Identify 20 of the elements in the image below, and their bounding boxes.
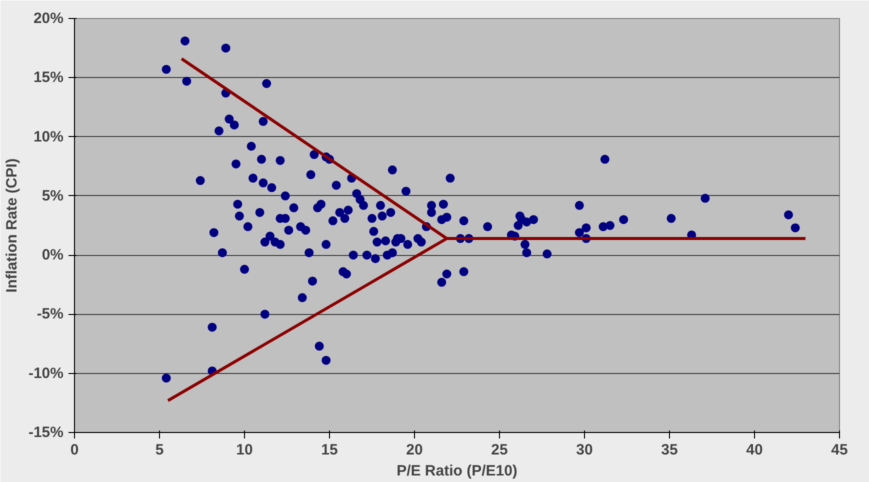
x-tick-label: 5 (155, 442, 164, 458)
x-tick-label: 0 (70, 442, 79, 458)
y-tick-label: 20% (33, 10, 64, 27)
x-axis-title: P/E Ratio (P/E10) (396, 462, 518, 480)
y-tick-label: 15% (33, 69, 64, 86)
x-tick-label: 30 (576, 442, 593, 458)
x-tick-label: 40 (746, 442, 763, 458)
x-tick-label: 45 (831, 442, 848, 458)
y-tick-label: 10% (33, 128, 64, 146)
y-tick-label: -5% (36, 306, 64, 323)
y-tick-label: 0% (42, 246, 64, 264)
y-tick-label: -15% (28, 424, 64, 441)
x-tick-label: 20 (406, 442, 423, 458)
x-tick-label: 35 (661, 442, 678, 458)
x-tick-label: 10 (236, 442, 253, 458)
y-tick-label: -10% (28, 364, 64, 382)
y-tick-label: 5% (42, 187, 64, 204)
y-axis-title: Inflation Rate (CPI) (3, 158, 20, 293)
x-tick-label: 15 (321, 442, 338, 458)
x-tick-label: 25 (491, 442, 508, 458)
